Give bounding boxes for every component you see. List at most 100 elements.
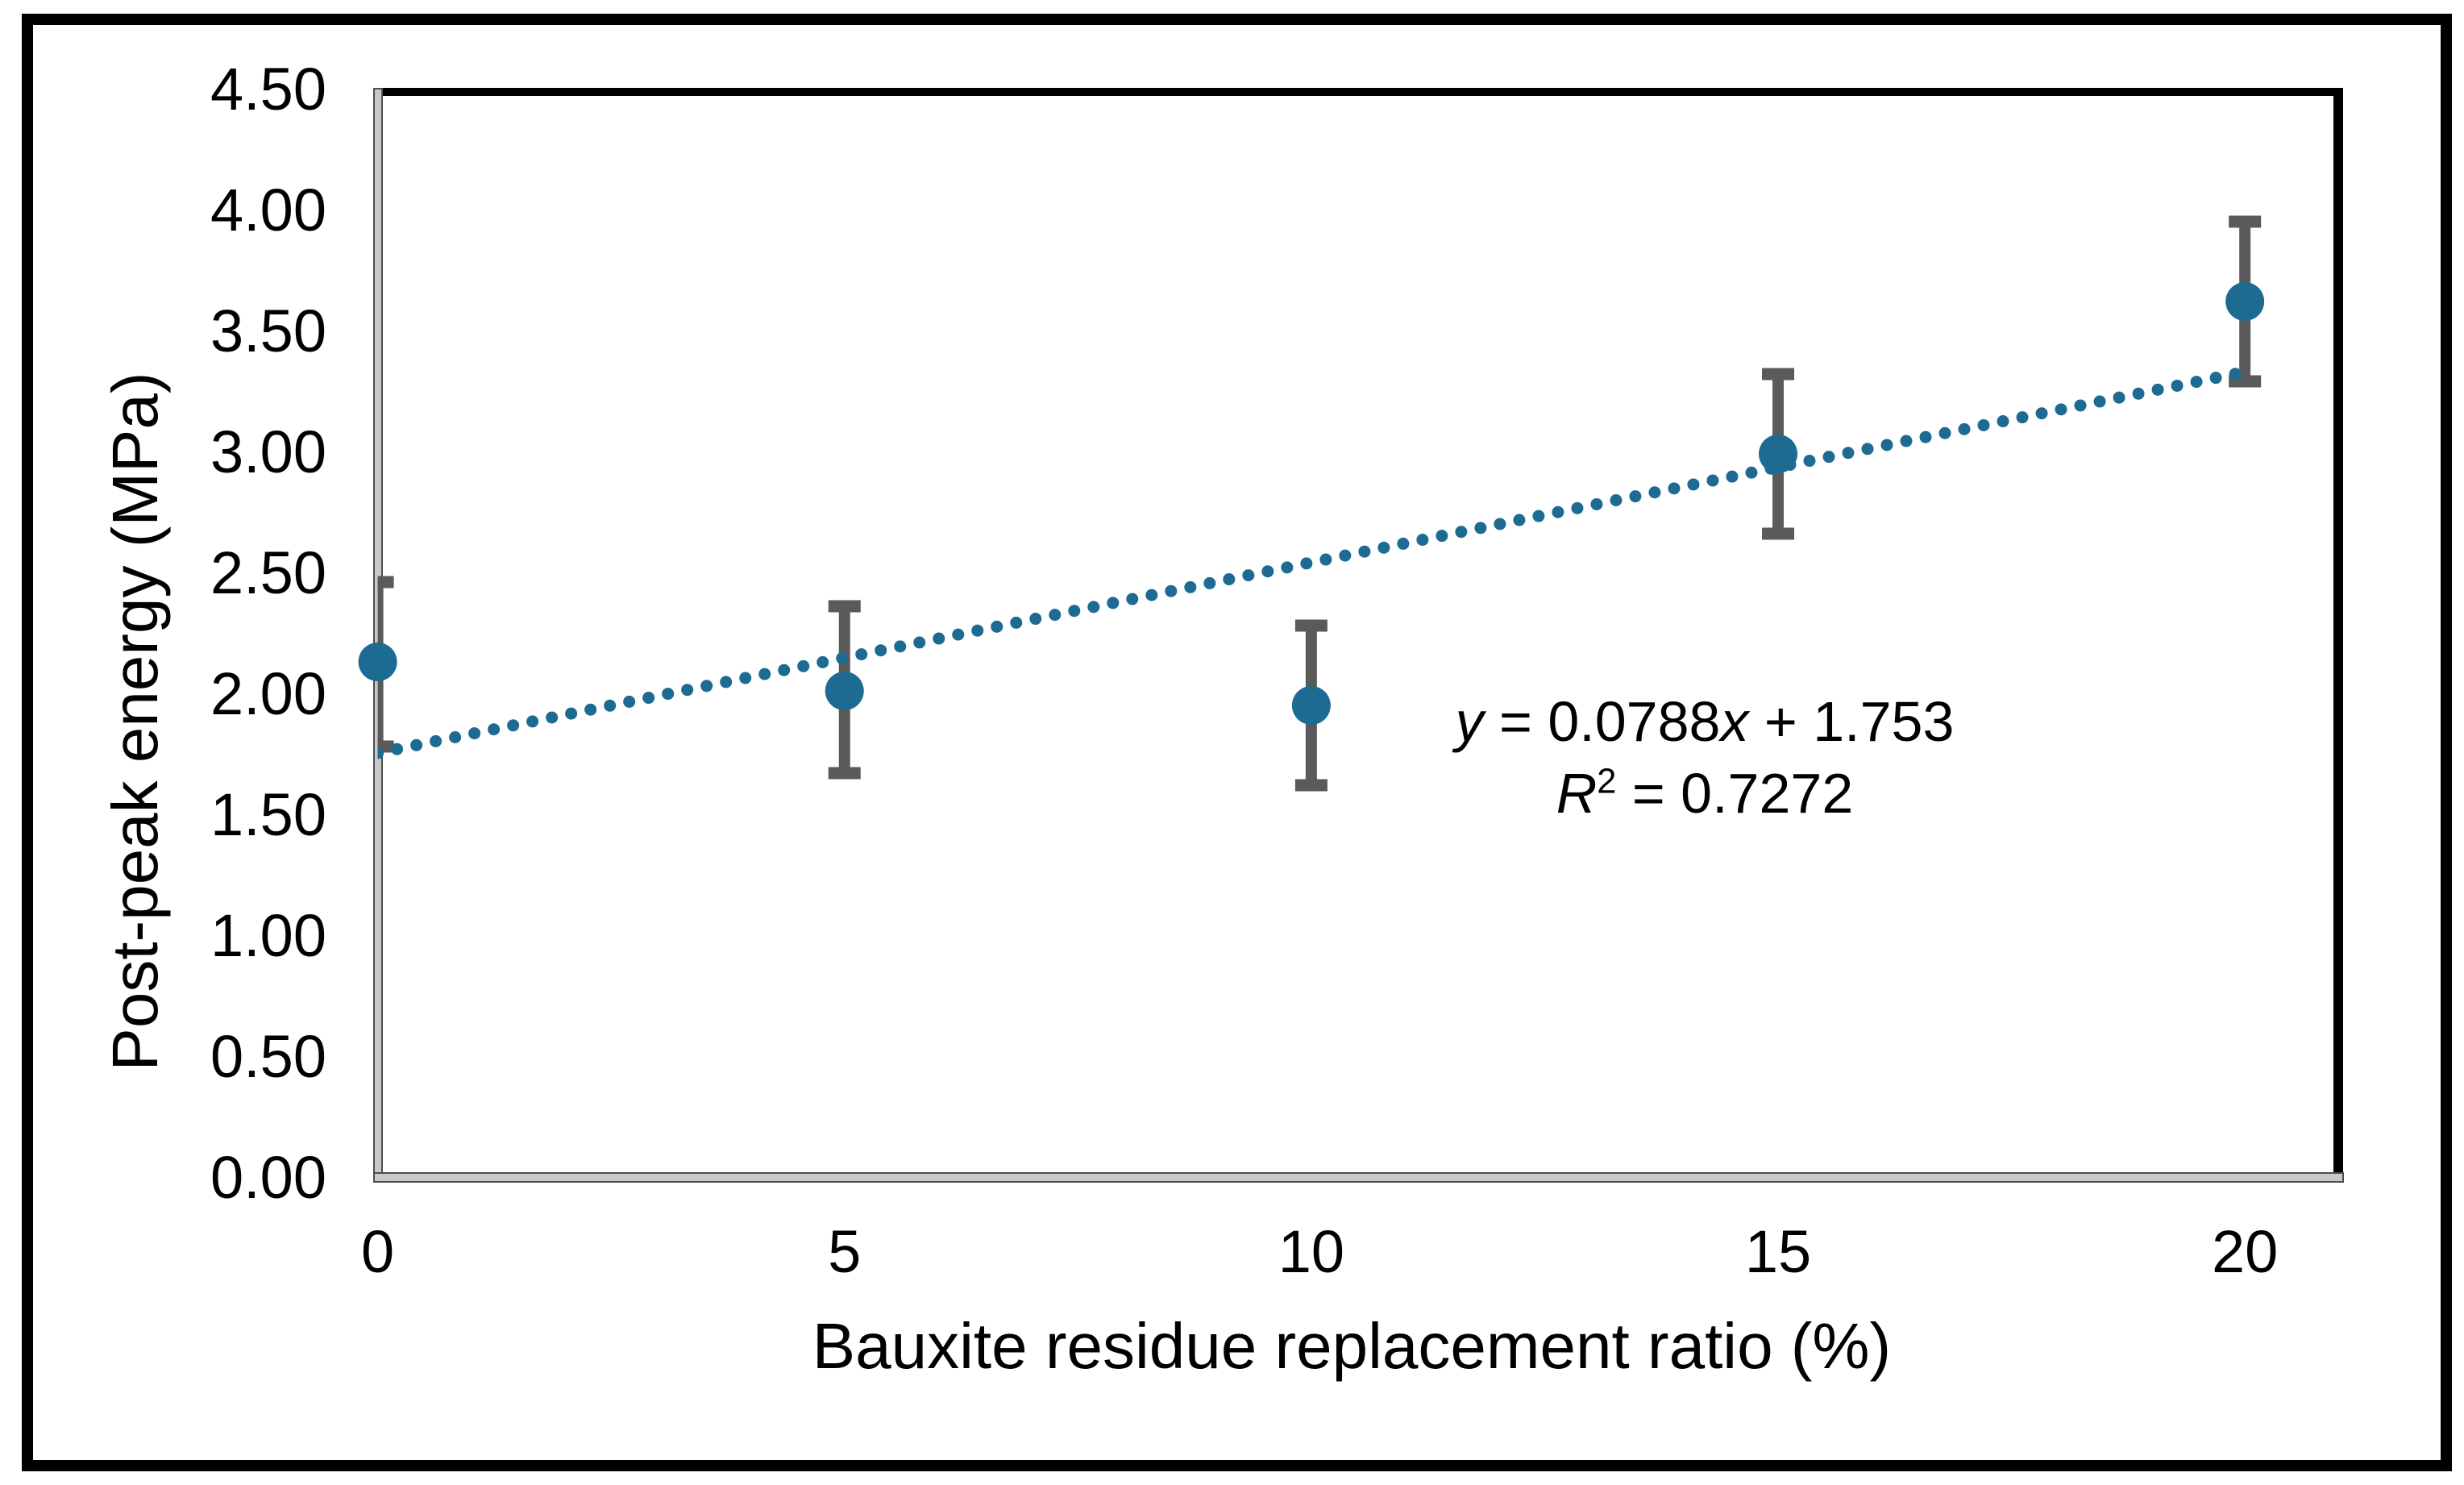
- trendline-dot: [1068, 605, 1081, 618]
- trendline-dot: [430, 734, 443, 747]
- r-exponent: 2: [1597, 762, 1617, 801]
- trendline-dot: [1938, 426, 1951, 439]
- trendline-dot: [2093, 395, 2106, 408]
- trendline-dot: [816, 655, 829, 668]
- trendline-equation: y = 0.0788x + 1.753: [1302, 686, 2108, 758]
- trendline-dot: [1223, 573, 1236, 586]
- trendline-dot: [488, 723, 501, 736]
- trendline-dot: [1610, 494, 1623, 507]
- trendline-dot: [1571, 501, 1584, 514]
- trendline-dot: [1165, 584, 1178, 597]
- x-tick-labels: 0 5 10 15 20: [361, 1218, 2278, 1285]
- trendline-annotation: y = 0.0788x + 1.753 R2 = 0.7272: [1302, 686, 2108, 830]
- data-point: [825, 672, 864, 710]
- trendline-dot: [2113, 391, 2125, 404]
- trendline-dot: [1397, 537, 1410, 550]
- trendline: [377, 368, 2242, 759]
- trendline-dot: [1822, 451, 1835, 464]
- trendline-dot: [2132, 387, 2145, 400]
- x-tick-label: 15: [1745, 1218, 1811, 1285]
- trendline-dot: [971, 624, 984, 637]
- y-tick-label: 2.50: [210, 539, 326, 606]
- trendline-dot: [1997, 415, 2009, 428]
- trendline-dot: [778, 663, 791, 676]
- trendline-dot: [1049, 609, 1062, 622]
- trendline-dot: [1281, 561, 1294, 574]
- trendline-dot: [1900, 435, 1913, 447]
- equation-x-variable: x: [1720, 690, 1749, 753]
- trendline-dot: [2035, 407, 2048, 420]
- equation-y-variable: y: [1455, 690, 1484, 753]
- y-tick-label: 4.00: [210, 177, 326, 243]
- trendline-dot: [1300, 557, 1313, 570]
- trendline-dot: [1880, 439, 1893, 451]
- trendline-dot: [913, 636, 926, 649]
- trendline-dot: [2229, 368, 2242, 381]
- trendline-dot: [1648, 486, 1661, 499]
- trendline-dot: [1629, 490, 1642, 503]
- trendline-dot: [1513, 514, 1526, 526]
- trendline-dot: [1590, 497, 1603, 510]
- trendline-dot: [468, 727, 481, 740]
- y-tick-labels: 0.00 0.50 1.00 1.50 2.00 2.50 3.00 3.50 4.00 4.50: [210, 56, 326, 1211]
- trendline-dot: [1803, 455, 1816, 468]
- trendline-dot: [875, 644, 887, 657]
- trendline-dot: [1494, 518, 1506, 530]
- x-tick-label: 0: [361, 1218, 394, 1285]
- data-point: [358, 643, 397, 681]
- trendline-dot: [1726, 470, 1739, 483]
- trendline-dot: [1552, 505, 1564, 518]
- trendline-dot: [546, 711, 559, 724]
- trendline-dot: [377, 747, 384, 759]
- trendline-dot: [1784, 458, 1797, 471]
- data-points: [358, 282, 2265, 725]
- trendline-dot: [604, 699, 617, 712]
- y-tick-label: 2.00: [210, 660, 326, 727]
- trendline-dot: [1203, 576, 1216, 589]
- r-value: = 0.7272: [1616, 762, 1854, 825]
- trendline-dot: [1242, 569, 1255, 582]
- trendline-dot: [797, 659, 810, 672]
- trendline-dot: [391, 742, 404, 755]
- trendline-dot: [565, 707, 578, 720]
- r-squared-label: R2 = 0.7272: [1302, 758, 2108, 830]
- trendline-dot: [1010, 616, 1023, 629]
- trendline-dot: [894, 640, 907, 653]
- y-tick-label: 4.50: [210, 56, 326, 123]
- trendline-dot: [1687, 478, 1700, 491]
- y-axis-title: Post-peak energy (MPa): [99, 372, 171, 1071]
- equation-intercept: + 1.753: [1748, 690, 1955, 753]
- trendline-dot: [2055, 403, 2067, 416]
- trendline-dot: [642, 692, 655, 705]
- y-tick-label: 0.00: [210, 1144, 326, 1211]
- trendline-dot: [2016, 411, 2029, 424]
- x-axis-title: Bauxite residue replacement ratio (%): [812, 1310, 1892, 1382]
- trendline-dot: [507, 719, 520, 732]
- trendline-dot: [1764, 462, 1777, 475]
- trendline-dot: [662, 688, 675, 701]
- r-variable: R: [1556, 762, 1598, 825]
- trendline-dot: [1861, 443, 1874, 455]
- trendline-dot: [2074, 399, 2087, 412]
- trendline-dot: [1029, 613, 1042, 626]
- y-tick-label: 1.50: [210, 781, 326, 848]
- trendline-dot: [449, 731, 462, 744]
- trendline-dot: [1087, 601, 1100, 614]
- x-tick-label: 5: [828, 1218, 861, 1285]
- trendline-dot: [681, 684, 694, 697]
- trendline-dot: [1455, 526, 1468, 539]
- trendline-dot: [1474, 522, 1487, 535]
- trendline-dot: [526, 715, 539, 728]
- equation-slope: = 0.0788: [1483, 690, 1721, 753]
- trendline-dot: [1107, 597, 1120, 609]
- trendline-dot: [1416, 534, 1429, 547]
- y-tick-label: 1.00: [210, 902, 326, 969]
- trendline-dot: [1668, 482, 1681, 495]
- figure-border: [22, 14, 2452, 1471]
- trendline-dot: [720, 676, 733, 688]
- trendline-dot: [2171, 379, 2184, 392]
- trendline-dot: [855, 648, 868, 661]
- trendline-dot: [1532, 510, 1545, 522]
- trendline-dot: [1145, 589, 1158, 601]
